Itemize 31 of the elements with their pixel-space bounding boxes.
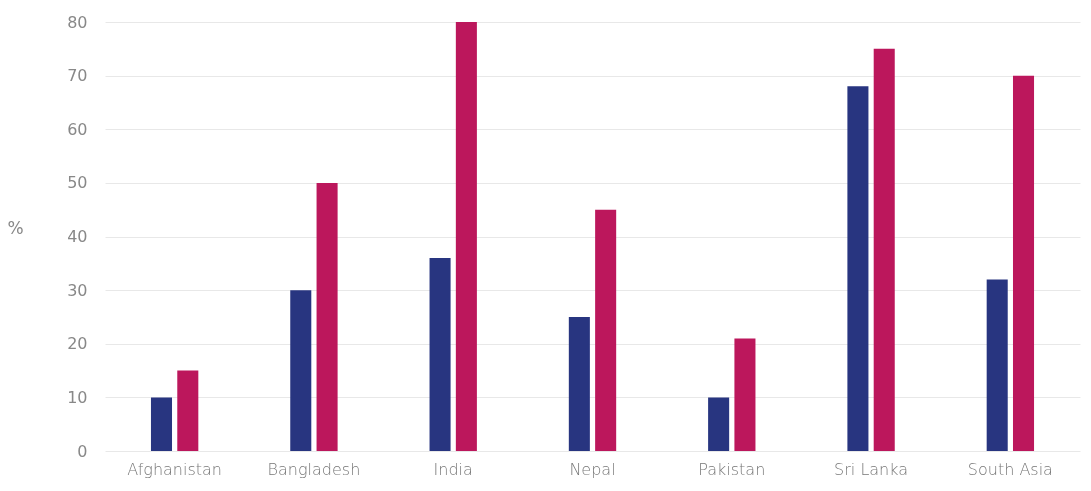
x-tick-label: Pakistan xyxy=(698,459,766,479)
y-tick-label: 30 xyxy=(67,280,88,300)
x-tick-label: Sri Lanka xyxy=(834,459,909,479)
x-tick-label: Afghanistan xyxy=(127,459,222,479)
bar xyxy=(708,397,730,451)
y-tick-label: 60 xyxy=(67,119,88,139)
bar xyxy=(177,370,199,451)
y-tick-label: 50 xyxy=(67,173,88,193)
y-tick-label: 0 xyxy=(77,441,88,461)
y-tick-label: 40 xyxy=(67,227,88,246)
x-tick-label: Bangladesh xyxy=(267,459,361,479)
bar xyxy=(1012,75,1035,451)
y-tick-label: 20 xyxy=(67,334,88,354)
bar xyxy=(455,22,477,451)
bar xyxy=(595,209,617,451)
bar xyxy=(429,257,451,451)
bar xyxy=(873,48,895,451)
bar xyxy=(847,86,869,451)
bar xyxy=(316,182,338,451)
y-tick-label: 10 xyxy=(67,387,88,407)
x-tick-label: Nepal xyxy=(569,459,616,479)
bar xyxy=(150,397,173,451)
x-tick-label: South Asia xyxy=(967,459,1053,479)
bar xyxy=(734,338,756,451)
y-axis-title: % xyxy=(7,217,24,238)
bar xyxy=(986,279,1008,451)
bar xyxy=(290,290,312,451)
y-tick-label: 80 xyxy=(67,12,88,32)
x-tick-label: India xyxy=(433,459,473,479)
y-tick-label: 70 xyxy=(67,66,88,86)
bar xyxy=(568,316,590,451)
